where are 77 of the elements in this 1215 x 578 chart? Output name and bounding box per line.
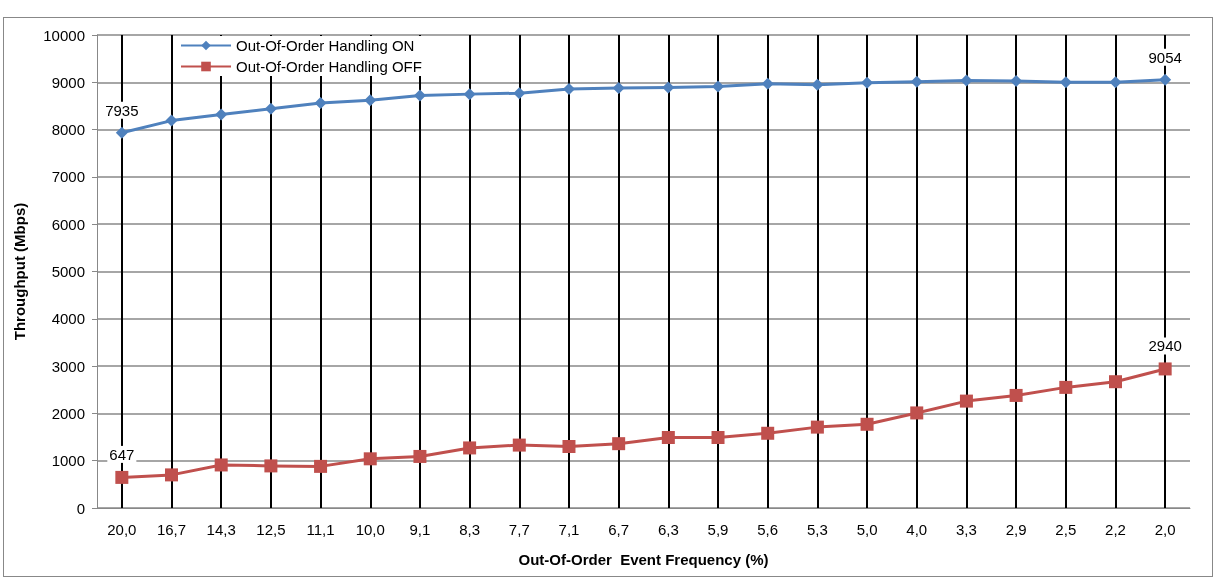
point [910,75,923,88]
point [463,88,476,101]
y-tick-label: 2000 [51,404,85,422]
point [314,459,328,473]
x-tick-label: 7,7 [508,521,530,538]
point [463,441,477,455]
point [165,468,179,482]
point [512,438,526,452]
x-tick-label: 6,3 [657,521,679,538]
point [1109,76,1122,89]
x-tick-label: 8,3 [459,521,481,538]
x-axis-title: Out-Of-Order Event Frequency (%) [518,551,769,568]
point [413,89,426,102]
point [562,440,576,454]
x-tick-label: 14,3 [206,521,236,538]
y-tick-label: 0 [76,499,85,517]
point [264,102,277,115]
y-tick-label: 3000 [51,357,85,375]
point [413,449,427,463]
x-tick-label: 2,2 [1105,521,1126,538]
y-tick-label: 1000 [51,452,85,470]
data-label: 9054 [1148,48,1182,66]
point [1009,388,1023,402]
y-tick-label: 5000 [51,263,85,280]
point [761,426,775,440]
data-label: 647 [109,445,135,463]
point [860,417,874,431]
x-tick-label: 2,9 [1005,521,1027,538]
x-tick-label: 16,7 [156,521,187,538]
x-tick-label: 7,1 [558,521,580,538]
point [1159,73,1172,86]
point [214,458,228,472]
point [612,437,626,451]
x-tick-label: 11,1 [306,521,335,538]
y-tick-label: 8000 [51,121,85,139]
data-label: 2940 [1148,337,1182,355]
point [910,406,924,420]
x-tick-label: 4,0 [906,521,928,538]
point [264,459,278,473]
y-tick-label: 6000 [51,215,85,233]
legend-label: Out-Of-Order Handling ON [236,37,415,54]
legend-label: Out-Of-Order Handling OFF [236,58,422,75]
point [215,108,228,121]
point [1108,375,1122,389]
point [761,77,774,90]
x-tick-label: 10,0 [355,521,385,538]
y-tick-label: 7000 [51,168,85,186]
point [661,431,675,445]
point [711,431,725,445]
x-tick-label: 9,1 [409,521,431,538]
y-axis-title: Throughput (Mbps) [11,202,28,341]
point [363,452,377,466]
x-tick-label: 5,3 [806,521,828,538]
point [810,420,824,434]
y-tick-label: 4000 [51,310,85,328]
x-tick-label: 3,3 [956,521,977,538]
x-tick-label: 20,0 [107,521,137,538]
data-label: 7935 [105,101,139,119]
x-tick-label: 2,5 [1055,521,1077,538]
point [364,94,377,107]
point [1059,380,1073,394]
x-tick-label: 5,6 [757,521,779,538]
point [115,126,128,139]
x-tick-label: 2,0 [1154,521,1176,538]
x-tick-label: 6,7 [608,521,630,538]
point [959,394,973,408]
y-tick-label: 9000 [51,73,85,91]
point [712,80,725,93]
point [165,114,178,127]
x-tick-label: 12,5 [256,521,286,538]
point [115,470,129,484]
y-tick-label: 10000 [43,26,85,44]
point [1158,362,1172,376]
point [513,87,526,100]
x-tick-label: 5,9 [707,521,729,538]
point [314,97,327,110]
x-tick-label: 5,0 [856,521,878,538]
